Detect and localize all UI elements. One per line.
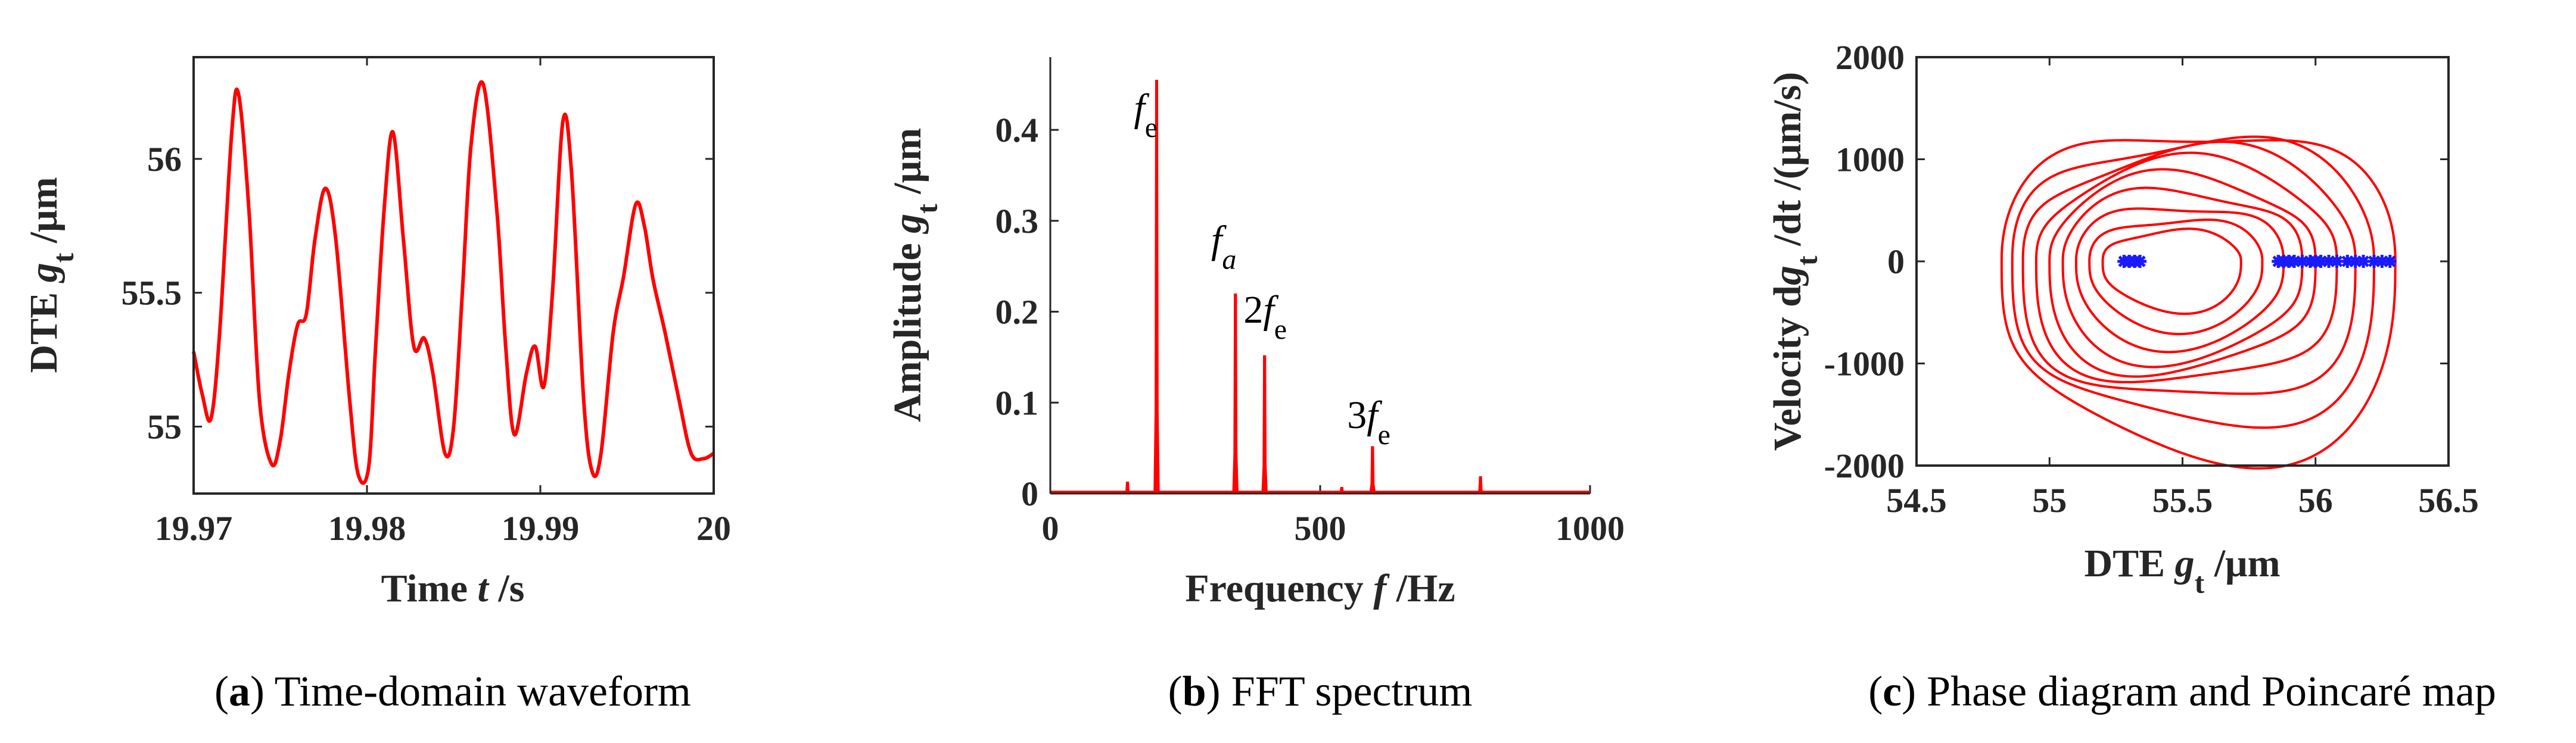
y-tick-label: -2000	[1824, 447, 1905, 485]
panel-a-plot-area	[192, 80, 715, 485]
y-tick-label: 55	[147, 408, 182, 447]
y-tick-label: 0.3	[995, 202, 1039, 241]
phase-trajectory-loop	[2101, 227, 2242, 316]
poincare-point	[2133, 255, 2147, 268]
y-tick-label: 2000	[1835, 38, 1905, 77]
x-tick-label: 55	[2032, 481, 2067, 520]
panel-b-ylabel: Amplitude gt /μm	[886, 128, 944, 422]
y-tick-label: 55.5	[122, 274, 182, 313]
panel-a-ylabel: DTE gt /μm	[22, 177, 80, 373]
phase-trajectory-loop	[2011, 135, 2375, 429]
panel-b-ticks: 0 500 1000 0 0.1 0.2 0.3 0.4	[995, 111, 1625, 548]
y-tick-label: 56	[147, 140, 182, 179]
caption-c: (c) Phase diagram and Poincaré map	[1868, 667, 2496, 715]
peak-annotation-3fe: 3fe	[1347, 394, 1390, 451]
x-tick-label: 56.5	[2418, 481, 2479, 520]
panel-b-xlabel: Frequency f /Hz	[1185, 567, 1455, 610]
phase-trajectory-loop	[2088, 218, 2264, 336]
peak-annotation-2fe: 2fe	[1243, 288, 1287, 345]
y-tick-label: 0	[1887, 242, 1905, 281]
x-tick-label: 0	[1042, 509, 1059, 548]
panel-a-xlabel: Time t /s	[381, 567, 525, 610]
panel-c-ticks: 54.5 55 55.5 56 56.5 -2000 -1000 0 1000 2000	[1824, 38, 2479, 520]
phase-trajectory-loop	[2061, 186, 2304, 369]
panel-c-xlabel: DTE gt /μm	[2084, 542, 2280, 600]
x-tick-label: 56	[2298, 481, 2333, 520]
dte-waveform-line	[192, 80, 715, 485]
poincare-point	[2383, 255, 2397, 268]
panel-a-time-domain: 19.97 19.98 19.99 20 55 55.5 56 Time t /s DTE …	[22, 56, 731, 610]
x-tick-label: 20	[696, 509, 731, 548]
x-tick-label: 1000	[1555, 509, 1625, 548]
y-tick-label: -1000	[1824, 345, 1905, 383]
panel-a-ticks: 19.97 19.98 19.99 20 55 55.5 56	[122, 57, 731, 548]
caption-b: (b) FFT spectrum	[1168, 667, 1473, 715]
panel-c-phase-diagram: 54.5 55 55.5 56 56.5 -2000 -1000 0 1000 2000 DTE …	[1766, 38, 2479, 600]
x-tick-label: 19.99	[502, 509, 580, 548]
peak-annotation-fa: fa	[1211, 218, 1236, 275]
y-tick-label: 0	[1021, 474, 1038, 513]
panel-a-axes-frame	[192, 56, 715, 495]
x-tick-label: 19.97	[155, 509, 233, 548]
y-tick-label: 0.1	[995, 383, 1039, 422]
panel-b-plot-area	[1050, 80, 1590, 494]
phase-trajectory-loop	[2034, 151, 2338, 383]
y-tick-label: 0.4	[995, 111, 1039, 149]
y-tick-label: 1000	[1835, 141, 1905, 179]
phase-trajectory-loop	[2021, 141, 2357, 395]
x-tick-label: 500	[1295, 509, 1346, 548]
x-tick-label: 55.5	[2152, 481, 2213, 520]
caption-a: (a) Time-domain waveform	[214, 667, 691, 715]
panel-c-axes-frame	[1915, 56, 2450, 467]
panel-c-ylabel: Velocity dgt /dt /(μm/s)	[1766, 72, 1824, 451]
panel-c-plot-area	[2000, 135, 2397, 470]
x-tick-label: 54.5	[1886, 481, 1947, 520]
y-tick-label: 0.2	[995, 293, 1039, 332]
fft-spectrum-line	[1050, 80, 1590, 494]
peak-annotation-fe: fe	[1134, 86, 1158, 143]
x-tick-label: 19.98	[328, 509, 406, 548]
